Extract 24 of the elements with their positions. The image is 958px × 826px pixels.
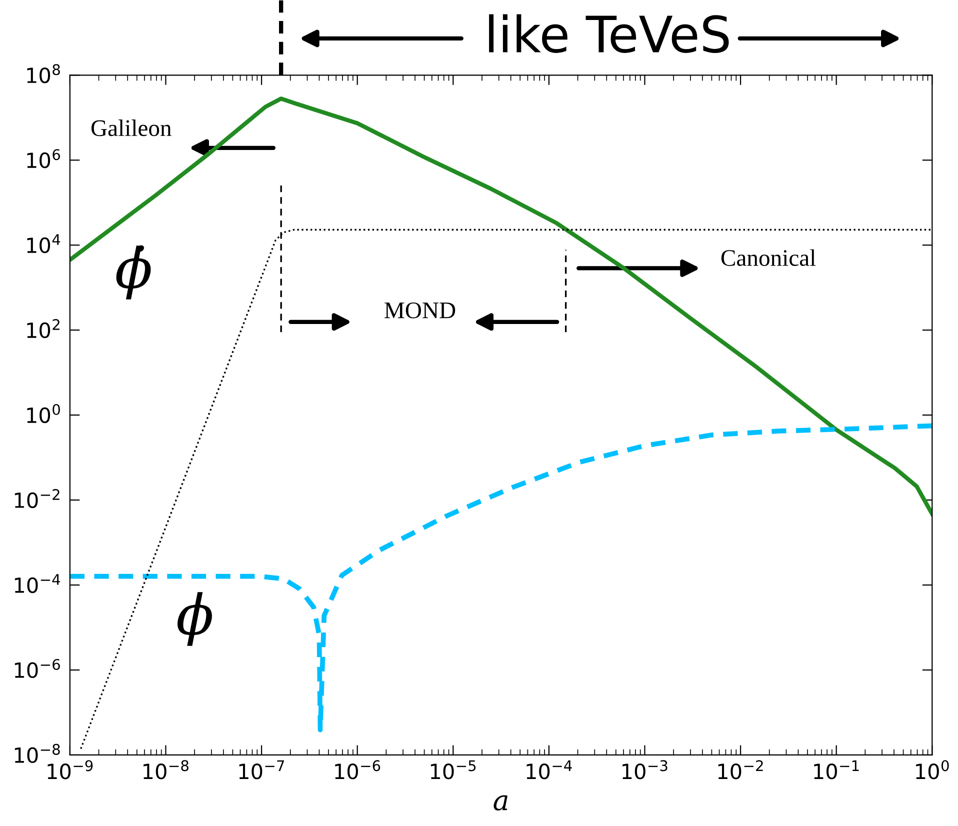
y-tick-label: 10$^{4}$ [27, 234, 60, 254]
x-axis-title: a [494, 795, 508, 811]
x-tick-label: 10$^{0}$ [916, 760, 949, 780]
x-tick-label: 10$^{−7}$ [239, 760, 284, 780]
y-tick-label: 10$^{−6}$ [14, 658, 60, 678]
y-tick-label: 10$^{−2}$ [14, 488, 60, 508]
x-tick-label: 10$^{−1}$ [814, 760, 859, 780]
y-tick-label: 10$^{0}$ [27, 404, 60, 424]
y-tick-label: 10$^{−4}$ [14, 574, 60, 594]
x-tick-label: 10$^{−8}$ [144, 760, 188, 780]
x-tick-label: 10$^{−6}$ [335, 760, 380, 780]
y-tick-label: 10$^{8}$ [27, 64, 60, 84]
annotation: MOND [384, 302, 456, 318]
series-label: ϕ [178, 592, 212, 646]
y-tick-label: 10$^{6}$ [27, 149, 60, 168]
series-label: ϕ̇ [116, 245, 151, 300]
x-tick-label: 10$^{−3}$ [622, 760, 668, 780]
text: like TeVeS [489, 14, 729, 53]
annotation: Galileon [91, 120, 172, 136]
y-tick-label: 10$^{2}$ [27, 319, 60, 338]
x-tick-label: 10$^{−5}$ [430, 760, 476, 780]
annotation: Canonical [721, 249, 816, 266]
x-tick-label: 10$^{−2}$ [718, 760, 763, 780]
x-tick-label: 10$^{−4}$ [526, 760, 572, 780]
